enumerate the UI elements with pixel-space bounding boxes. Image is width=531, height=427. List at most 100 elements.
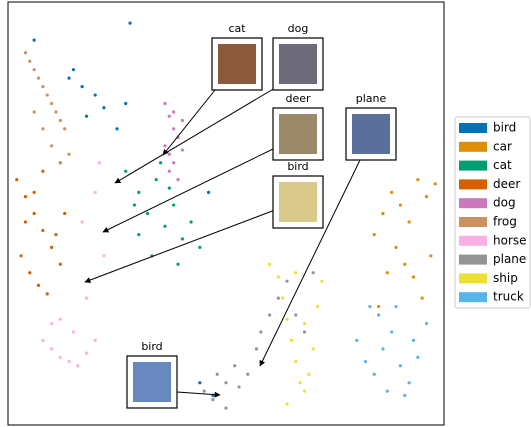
point xyxy=(377,313,380,316)
point xyxy=(168,170,171,173)
point xyxy=(364,360,367,363)
thumbnail xyxy=(352,114,390,154)
point xyxy=(37,284,40,287)
point xyxy=(168,187,171,190)
point xyxy=(163,102,166,105)
point xyxy=(137,233,140,236)
point xyxy=(434,182,437,185)
point xyxy=(72,68,75,71)
point xyxy=(299,381,302,384)
point xyxy=(216,373,219,376)
thumbnail xyxy=(279,114,317,154)
point xyxy=(277,297,280,300)
point xyxy=(172,203,175,206)
point xyxy=(28,60,31,63)
thumbnail xyxy=(279,182,317,222)
annotation-arrow xyxy=(177,392,220,395)
point xyxy=(285,318,288,321)
point xyxy=(19,254,22,257)
point xyxy=(303,330,306,333)
annotations: catdogdeerbirdplanebird xyxy=(85,22,396,408)
point xyxy=(63,212,66,215)
point xyxy=(390,330,393,333)
annotation-label: bird xyxy=(141,340,162,353)
point xyxy=(294,313,297,316)
point xyxy=(399,364,402,367)
point xyxy=(381,347,384,350)
point xyxy=(46,93,49,96)
point xyxy=(211,398,214,401)
point xyxy=(59,263,62,266)
point xyxy=(425,322,428,325)
point xyxy=(124,170,127,173)
point xyxy=(285,280,288,283)
point xyxy=(403,263,406,266)
point xyxy=(294,271,297,274)
point xyxy=(59,318,62,321)
point xyxy=(24,51,27,54)
annotation-label: deer xyxy=(285,92,311,105)
point xyxy=(268,263,271,266)
point xyxy=(54,233,57,236)
point xyxy=(172,110,175,113)
point xyxy=(281,297,284,300)
point xyxy=(408,381,411,384)
thumbnail xyxy=(279,44,317,84)
point xyxy=(33,110,36,113)
point xyxy=(76,364,79,367)
point xyxy=(168,115,171,118)
annotation-label: dog xyxy=(288,22,309,35)
point xyxy=(146,212,149,215)
point xyxy=(67,77,70,80)
point xyxy=(163,225,166,228)
point xyxy=(416,178,419,181)
chart: catdogdeerbirdplanebird birdcarcatdeerdo… xyxy=(0,0,531,427)
point xyxy=(24,195,27,198)
point xyxy=(50,102,53,105)
point xyxy=(102,106,105,109)
annotation-arrow xyxy=(163,90,215,155)
point xyxy=(198,381,201,384)
point xyxy=(181,148,184,151)
point xyxy=(128,22,131,25)
point xyxy=(85,351,88,354)
point xyxy=(155,178,158,181)
point xyxy=(181,237,184,240)
legend-label: cat xyxy=(493,158,512,172)
legend-swatch xyxy=(459,198,487,208)
legend-label: truck xyxy=(493,290,524,304)
point xyxy=(33,212,36,215)
legend-swatch xyxy=(459,161,487,171)
point xyxy=(390,191,393,194)
point xyxy=(207,191,210,194)
point xyxy=(373,373,376,376)
point xyxy=(394,305,397,308)
legend-swatch xyxy=(459,217,487,227)
point xyxy=(115,127,118,130)
point xyxy=(421,297,424,300)
point xyxy=(312,271,315,274)
point xyxy=(67,360,70,363)
point xyxy=(98,161,101,164)
point xyxy=(416,356,419,359)
legend-label: bird xyxy=(493,121,516,135)
point xyxy=(386,390,389,393)
point xyxy=(429,254,432,257)
legend-swatch xyxy=(459,273,487,283)
point xyxy=(63,127,66,130)
point xyxy=(268,313,271,316)
point xyxy=(85,297,88,300)
legend: birdcarcatdeerdogfroghorseplaneshiptruck xyxy=(455,117,530,308)
point xyxy=(181,119,184,122)
point xyxy=(28,271,31,274)
point xyxy=(81,85,84,88)
point xyxy=(159,161,162,164)
point xyxy=(381,212,384,215)
point xyxy=(412,275,415,278)
point xyxy=(163,144,166,147)
annotation-label: cat xyxy=(228,22,246,35)
legend-label: ship xyxy=(493,271,518,285)
point xyxy=(37,77,40,80)
point xyxy=(41,170,44,173)
point xyxy=(312,347,315,350)
